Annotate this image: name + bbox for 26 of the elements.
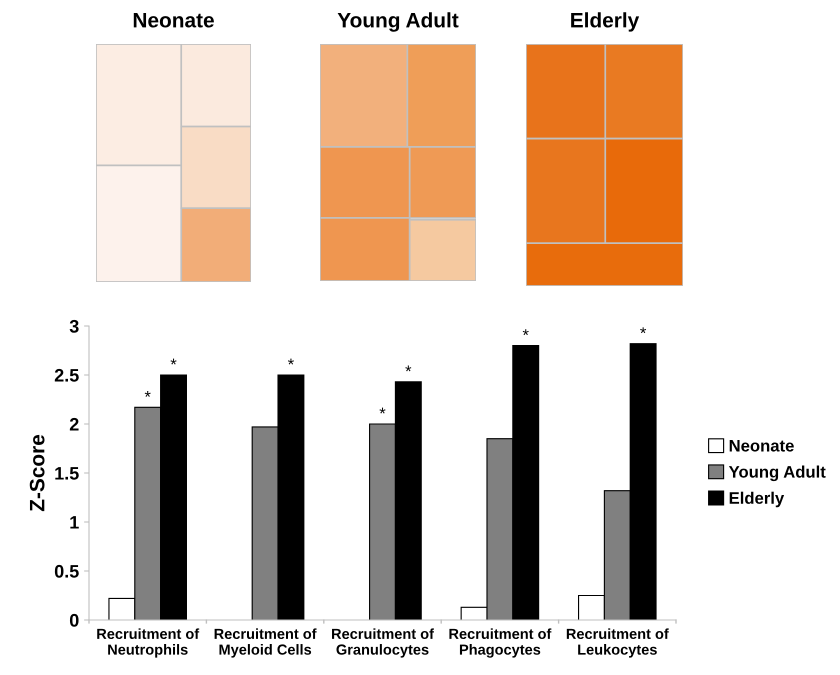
data-label: *	[640, 327, 646, 334]
x-tick-label: Recruitment of Phagocytes	[449, 628, 552, 658]
y-axis-title: Z-Score	[30, 434, 45, 512]
y-tick-label: 0.5	[54, 564, 79, 578]
data-label: *	[380, 408, 386, 414]
text: Neonate	[134, 13, 214, 28]
y-tick-label: 2	[70, 418, 79, 431]
x-tick-label: Recruitment of Myeloid Cells	[214, 628, 317, 658]
legend-label: Young Adult	[728, 465, 826, 482]
x-tick-label: Recruitment of Leukocytes	[566, 628, 669, 658]
x-tick-label: Recruitment of Granulocytes	[332, 628, 434, 658]
y-tick-label: 3	[70, 320, 79, 333]
text: Young Adult	[338, 12, 458, 32]
legend-label: Neonate	[730, 440, 794, 452]
y-tick-label: 0	[70, 614, 79, 627]
data-label: *	[522, 329, 529, 336]
data-label: *	[170, 358, 177, 365]
y-tick-label: 1.5	[55, 467, 79, 480]
data-label: *	[288, 358, 294, 365]
data-label: *	[405, 366, 412, 372]
text: Elderly	[571, 12, 640, 32]
y-tick-label: 2.5	[54, 368, 79, 382]
x-tick-label: Recruitment of Neutrophils	[97, 628, 200, 658]
legend-label: Elderly	[730, 492, 784, 508]
y-tick-label: 1	[70, 516, 79, 529]
data-label: *	[144, 391, 151, 397]
